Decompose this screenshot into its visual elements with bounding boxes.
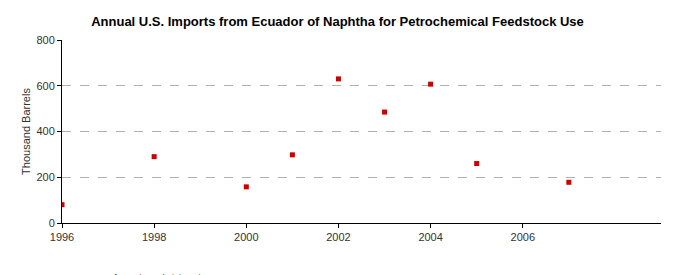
svg-text:2002: 2002 bbox=[326, 231, 350, 243]
svg-text:2000: 2000 bbox=[234, 231, 258, 243]
svg-text:600: 600 bbox=[36, 80, 54, 92]
svg-text:Thousand Barrels: Thousand Barrels bbox=[20, 88, 32, 175]
svg-text:Annual U.S. Imports from Ecuad: Annual U.S. Imports from Ecuador of Naph… bbox=[91, 14, 584, 29]
svg-text:800: 800 bbox=[36, 34, 54, 46]
svg-text:0: 0 bbox=[49, 217, 55, 229]
svg-text:1996: 1996 bbox=[50, 231, 74, 243]
svg-text:400: 400 bbox=[36, 125, 54, 137]
svg-text:200: 200 bbox=[36, 171, 54, 183]
svg-text:2006: 2006 bbox=[511, 231, 535, 243]
svg-text:Source: U.S. Energy Informatio: Source: U.S. Energy Information Administ… bbox=[22, 273, 211, 275]
svg-text:2004: 2004 bbox=[418, 231, 442, 243]
svg-text:1998: 1998 bbox=[142, 231, 166, 243]
